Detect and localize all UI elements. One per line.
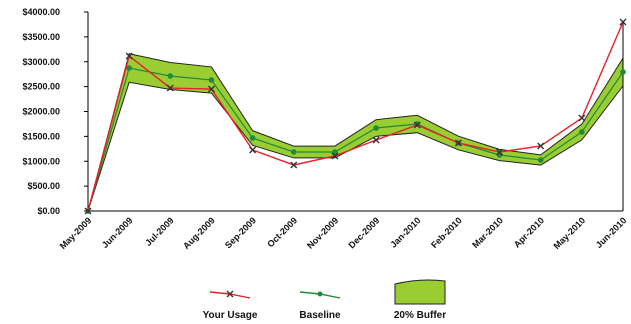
point [167,73,174,79]
point [166,84,174,92]
point [84,207,92,215]
legend-marker [317,291,323,297]
series-line [87,67,624,212]
x-tick-label: Jun-2010 [594,215,629,250]
x-tick-label: Mar-2010 [470,215,505,250]
point [413,121,421,129]
y-tick-label: $1500.00 [22,131,60,141]
x-tick-label: Aug-2009 [181,215,217,251]
x-tick-label: Jun-2009 [100,215,135,250]
point [578,114,586,122]
point [619,18,627,26]
point [207,85,215,93]
series-line [87,21,624,212]
legend-swatch [394,279,446,305]
y-tick-label: $0.00 [37,206,60,216]
x-tick-label: Nov-2009 [305,215,340,250]
point [332,149,338,155]
y-tick-label: $4000.00 [22,7,60,17]
point [290,149,297,155]
legend-marker [226,290,234,298]
point [537,142,545,150]
x-tick-label: Feb-2010 [429,215,464,250]
point [290,161,298,169]
x-tick-label: Sep-2009 [223,215,258,250]
point [454,139,462,147]
point [620,69,626,75]
point [331,152,339,160]
point [373,125,379,131]
point [125,52,133,60]
y-tick-label: $3000.00 [22,57,60,67]
x-tick-label: Oct-2009 [265,215,299,249]
y-tick-label: $500.00 [27,181,60,191]
point [249,146,257,154]
point [249,135,256,141]
point [372,136,380,144]
y-tick-label: $3500.00 [22,32,60,42]
x-tick-label: Jul-2009 [143,215,176,248]
x-tick-label: Dec-2009 [346,215,381,250]
point [537,157,544,163]
legend-label: Baseline [299,310,341,321]
legend-label: 20% Buffer [394,310,446,321]
x-tick-label: Jan-2010 [388,215,422,249]
legend-line [209,291,251,299]
point [496,148,504,156]
y-tick-label: $2000.00 [22,107,60,117]
point [126,65,132,71]
point [579,129,585,135]
y-tick-label: $1000.00 [22,156,60,166]
point [208,77,215,83]
x-tick-label: May-2009 [58,215,94,251]
legend-label: Your Usage [203,310,258,321]
x-tick-label: May-2010 [552,215,588,251]
y-tick-label: $2500.00 [22,82,60,92]
x-tick-label: Apr-2010 [512,215,546,249]
